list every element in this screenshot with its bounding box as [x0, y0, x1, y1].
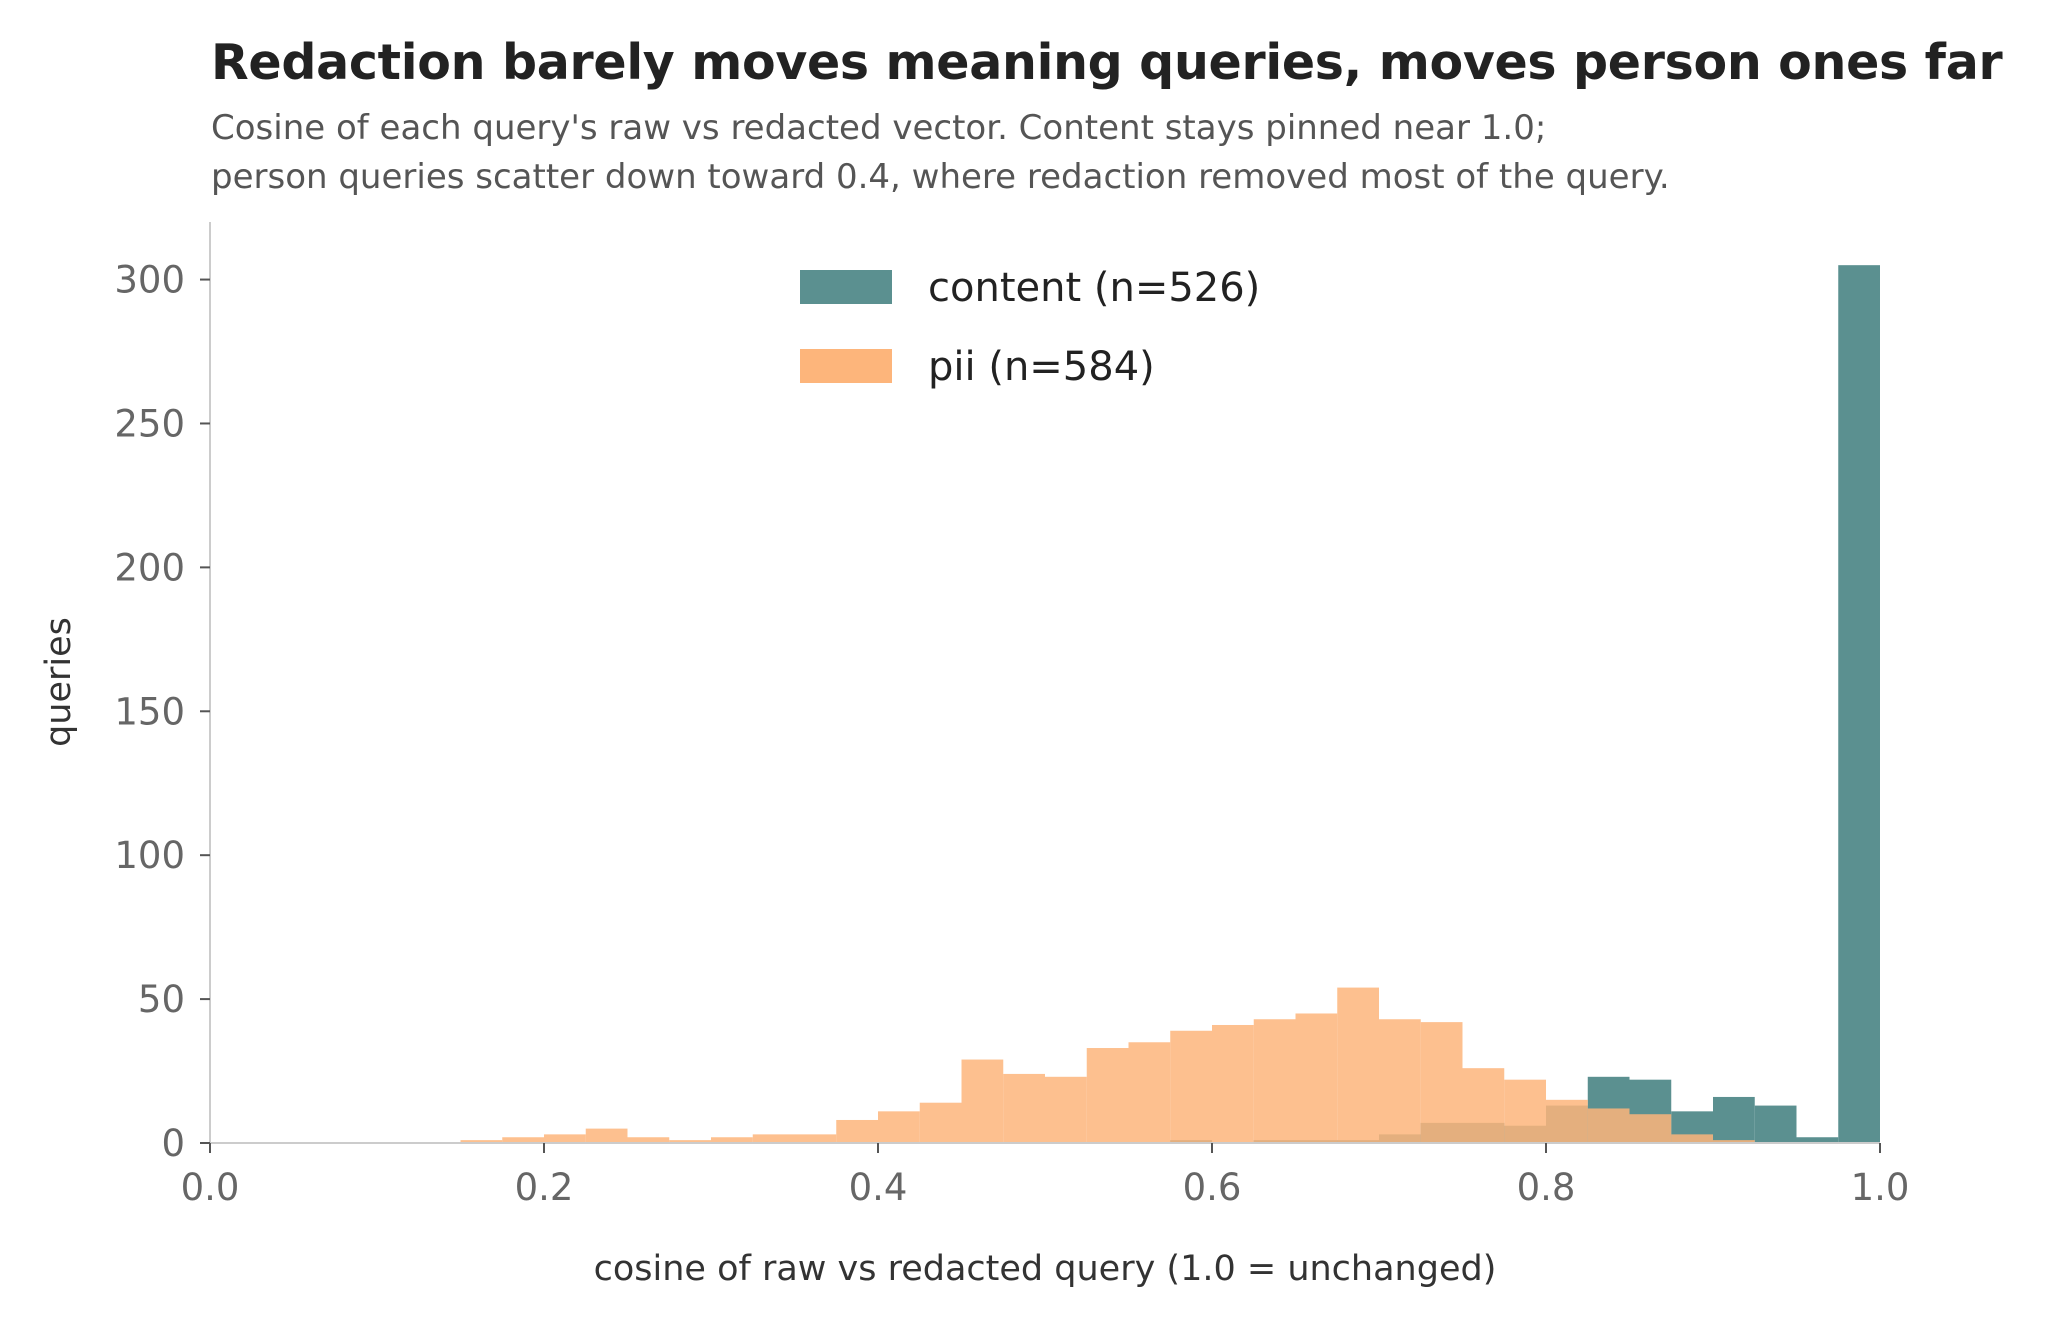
- y-tick-label: 300: [114, 259, 185, 302]
- histogram-bar: [1003, 1073, 1045, 1143]
- y-tick-label: 250: [114, 402, 185, 445]
- x-tick-label: 0.6: [1183, 1166, 1242, 1209]
- histogram-bar: [1295, 1013, 1338, 1143]
- histogram-bar: [1128, 1042, 1171, 1143]
- histogram-bar: [919, 1102, 962, 1143]
- histogram-bar: [460, 1140, 503, 1143]
- histogram-bar: [1253, 1019, 1296, 1143]
- histogram-bar: [1713, 1096, 1755, 1143]
- histogram-bar: [1170, 1030, 1212, 1143]
- chart-subtitle: Cosine of each query's raw vs redacted v…: [211, 104, 1670, 202]
- legend-label: pii (n=584): [928, 344, 1155, 390]
- bars-layer: [460, 265, 1880, 1143]
- legend: content (n=526) pii (n=584): [800, 265, 1260, 390]
- y-axis-label: queries: [39, 617, 79, 747]
- histogram-bar: [1420, 1022, 1463, 1143]
- subtitle-line: Cosine of each query's raw vs redacted v…: [211, 108, 1547, 148]
- y-tick-label: 150: [114, 690, 185, 733]
- histogram-bar: [1587, 1108, 1630, 1143]
- y-tick-label: 200: [114, 546, 185, 589]
- histogram-bar: [1337, 987, 1379, 1143]
- y-tick-label: 100: [114, 834, 185, 877]
- histogram-bar: [1546, 1099, 1588, 1143]
- histogram-bar: [669, 1140, 711, 1143]
- legend-label: content (n=526): [928, 265, 1260, 311]
- histogram-bar: [961, 1059, 1004, 1143]
- histogram-bar: [544, 1134, 586, 1143]
- histogram-bar: [502, 1137, 544, 1143]
- histogram-bar: [752, 1134, 795, 1143]
- histogram-bar: [1504, 1079, 1546, 1143]
- x-tick-label: 0.2: [515, 1166, 574, 1209]
- x-tick-label: 0.8: [1517, 1166, 1576, 1209]
- chart-title: Redaction barely moves meaning queries, …: [211, 34, 2003, 91]
- histogram-bar: [1629, 1114, 1672, 1143]
- histogram-bar: [1212, 1024, 1254, 1143]
- y-tick-label: 50: [138, 978, 185, 1021]
- histogram-bar: [878, 1111, 920, 1143]
- x-tick-label: 0.4: [849, 1166, 908, 1209]
- histogram-bar: [1713, 1140, 1755, 1143]
- histogram-bar: [627, 1137, 670, 1143]
- histogram-bar: [1462, 1068, 1505, 1143]
- y-tick-label: 0: [161, 1122, 185, 1165]
- histogram-bar: [585, 1128, 628, 1143]
- histogram-bar: [1045, 1076, 1087, 1143]
- subtitle-line: person queries scatter down toward 0.4, …: [211, 157, 1670, 197]
- histogram-bar: [1838, 265, 1880, 1143]
- histogram-bar: [836, 1119, 878, 1143]
- histogram-bar: [794, 1134, 837, 1143]
- x-tick-label: 1.0: [1851, 1166, 1910, 1209]
- legend-swatch: [800, 270, 892, 304]
- histogram-bar: [1796, 1137, 1839, 1143]
- histogram-bar: [1086, 1048, 1129, 1143]
- histogram-bar: [1379, 1019, 1421, 1143]
- histogram-bar: [1671, 1134, 1713, 1143]
- x-tick-label: 0.0: [181, 1166, 240, 1209]
- axes-layer: 0.0 0.2 0.4 0.6 0.8 1.0 0 50 100 150 200 250 300 cosi…: [39, 222, 1909, 1289]
- histogram-bar: [711, 1137, 753, 1143]
- legend-swatch: [800, 349, 892, 383]
- x-axis-label: cosine of raw vs redacted query (1.0 = u…: [594, 1249, 1497, 1289]
- histogram-bar: [1754, 1105, 1797, 1143]
